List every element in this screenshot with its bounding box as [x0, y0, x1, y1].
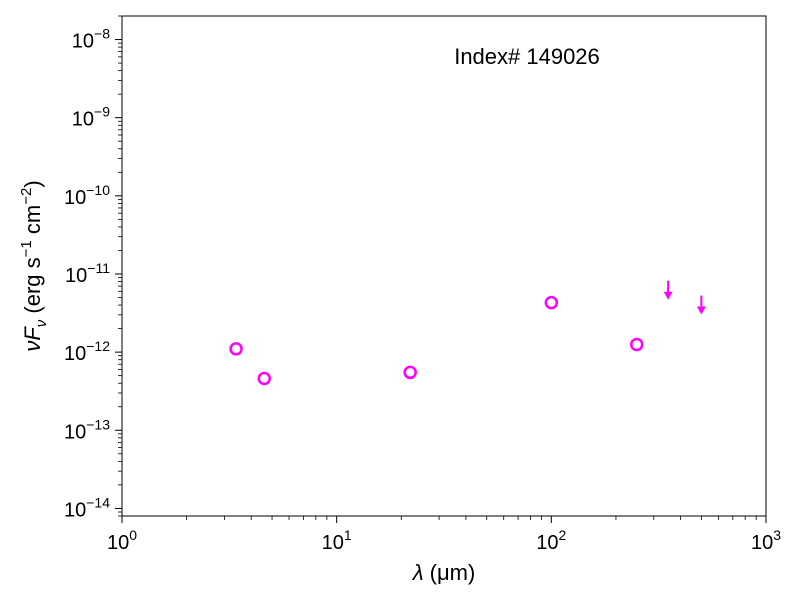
upper-limit-arrow: [663, 280, 673, 300]
y-tick-label: 10−8: [72, 26, 110, 53]
detection-point: [403, 365, 417, 380]
y-tick-label: 10−10: [64, 182, 110, 209]
plot-frame: [121, 15, 767, 517]
upper-limit-head: [663, 291, 673, 300]
detection-point: [229, 342, 243, 356]
x-tick-label: 102: [536, 527, 566, 554]
detection-point: [544, 295, 559, 310]
y-axis-title: νFν (erg s−1 cm−2): [18, 180, 50, 351]
y-tick-label: 10−13: [64, 416, 110, 443]
x-tick-label: 101: [322, 527, 352, 554]
y-tick-label: 10−12: [64, 338, 110, 365]
axis-ticks: 100 101 102 103 10−14 10−13 10−12 10−11 10−10 10−…: [64, 15, 781, 554]
detection-point: [630, 337, 644, 352]
data-points: [229, 280, 706, 386]
x-tick-label: 100: [107, 527, 137, 554]
index-annotation: Index# 149026: [454, 44, 600, 69]
upper-limit-arrow: [696, 295, 706, 315]
detection-point: [257, 371, 272, 386]
y-tick-label: 10−11: [65, 260, 110, 287]
x-axis-title: λ (μm): [412, 560, 476, 585]
y-tick-label: 10−14: [64, 494, 110, 521]
upper-limit-head: [696, 306, 706, 315]
x-tick-label: 103: [751, 527, 781, 554]
y-tick-label: 10−9: [72, 104, 110, 131]
